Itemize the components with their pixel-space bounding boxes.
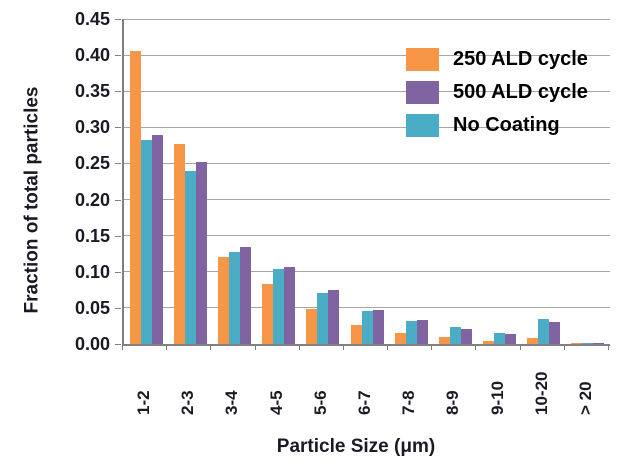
bar-500-ald-cycle-7-8 (416, 320, 428, 344)
bar-no-coating-20 (582, 343, 594, 344)
gridline (124, 235, 610, 237)
bar-500-ald-cycle-9-10 (505, 334, 517, 344)
bar-500-ald-cycle-2-3 (195, 162, 207, 344)
gridline (124, 162, 610, 164)
y-tick-label: 0.05 (74, 297, 110, 318)
bar-250-ald-cycle-2-3 (173, 144, 185, 344)
legend-swatch-icon (406, 81, 439, 104)
bar-250-ald-cycle-3-4 (217, 257, 229, 344)
gridline (124, 18, 610, 20)
bar-500-ald-cycle-10-20 (549, 322, 561, 344)
gridline (124, 307, 610, 309)
y-tick-mark (115, 271, 121, 273)
bar-500-ald-cycle-4-5 (284, 267, 296, 344)
x-tick-label: 6-7 (355, 390, 374, 415)
x-tick-label: 5-6 (310, 390, 330, 415)
bar-500-ald-cycle-1-2 (151, 135, 163, 344)
gridline (124, 199, 610, 201)
legend-label: 250 ALD cycle (453, 48, 588, 70)
y-tick-mark (115, 127, 121, 129)
x-tick-mark (519, 345, 521, 350)
y-tick-label: 0.20 (74, 189, 110, 210)
bar-250-ald-cycle-9-10 (483, 341, 495, 344)
x-tick-label: 1-2 (134, 390, 154, 415)
legend-swatch-icon (406, 48, 439, 71)
x-tick-label: 3-4 (222, 390, 242, 415)
bar-250-ald-cycle-5-6 (306, 309, 318, 344)
y-tick-label: 0.40 (74, 45, 110, 66)
x-tick-mark (254, 345, 256, 350)
bar-no-coating-5-6 (317, 293, 329, 344)
y-tick-label: 0.25 (74, 153, 110, 174)
x-axis-title: Particle Size (μm) (276, 436, 436, 457)
bar-250-ald-cycle-10-20 (527, 338, 539, 344)
bar-250-ald-cycle-6-7 (350, 325, 362, 344)
y-tick-mark (115, 199, 121, 201)
bar-no-coating-6-7 (361, 311, 373, 344)
x-tick-mark (298, 345, 300, 350)
y-axis-title: Fraction of total particles (21, 86, 43, 314)
x-tick-label: > 20 (575, 381, 595, 415)
y-tick-label: 0.45 (74, 9, 110, 29)
x-tick-mark (475, 345, 477, 350)
gridline (124, 271, 610, 273)
x-tick-mark (166, 345, 168, 350)
legend-label: No Coating (453, 114, 560, 136)
x-tick-label: 8-9 (443, 390, 463, 415)
bar-no-coating-7-8 (405, 321, 417, 344)
y-tick-mark (115, 235, 121, 237)
y-tick-label: 0.35 (74, 81, 110, 102)
y-tick-label: 0.00 (74, 334, 110, 354)
bar-500-ald-cycle-3-4 (239, 247, 251, 344)
x-tick-label: 2-3 (178, 390, 198, 415)
x-tick-label: 10-20 (531, 371, 551, 415)
x-tick-label: 4-5 (266, 390, 286, 415)
bar-500-ald-cycle-6-7 (372, 310, 384, 344)
x-tick-mark (608, 345, 609, 350)
gridline (124, 90, 610, 92)
y-tick-mark (115, 55, 121, 57)
y-tick-mark (115, 344, 121, 345)
legend-item-250-ald-cycle: 250 ALD cycle (406, 43, 588, 76)
bar-no-coating-10-20 (538, 319, 550, 344)
x-tick-mark (431, 345, 433, 350)
y-tick-label: 0.15 (74, 225, 110, 246)
bar-500-ald-cycle-20 (593, 343, 605, 344)
legend-item-no-coating: No Coating (406, 109, 588, 142)
bar-500-ald-cycle-8-9 (460, 329, 472, 344)
x-tick-mark (210, 345, 212, 350)
legend-label: 500 ALD cycle (453, 81, 588, 103)
bar-no-coating-1-2 (140, 140, 152, 344)
x-tick-mark (387, 345, 389, 350)
y-tick-mark (115, 163, 121, 165)
y-tick-mark (115, 19, 121, 20)
gridline (124, 126, 610, 128)
bar-250-ald-cycle-1-2 (129, 51, 141, 344)
bar-250-ald-cycle-4-5 (262, 284, 274, 344)
bar-250-ald-cycle-20 (571, 343, 583, 344)
y-tick-mark (115, 91, 121, 93)
x-tick-mark (342, 345, 344, 350)
x-tick-mark (563, 345, 565, 350)
y-tick-label: 0.10 (74, 261, 110, 282)
legend-item-500-ald-cycle: 500 ALD cycle (406, 76, 588, 109)
bar-no-coating-4-5 (273, 269, 285, 344)
legend-swatch-icon (406, 114, 439, 137)
bar-250-ald-cycle-7-8 (394, 333, 406, 344)
bar-500-ald-cycle-5-6 (328, 290, 340, 344)
bar-no-coating-9-10 (494, 333, 506, 344)
y-tick-mark (115, 307, 121, 309)
bar-no-coating-3-4 (228, 252, 240, 344)
y-tick-label: 0.30 (74, 117, 110, 138)
chart-legend: 250 ALD cycle 500 ALD cycle No Coating (406, 43, 588, 142)
bar-no-coating-2-3 (184, 171, 196, 344)
bar-no-coating-8-9 (449, 327, 461, 344)
x-tick-label: 7-8 (399, 390, 419, 415)
bar-250-ald-cycle-8-9 (438, 337, 450, 344)
x-tick-label: 9-10 (487, 380, 507, 415)
plot-area (122, 18, 610, 346)
x-tick-mark (122, 345, 123, 350)
gridline (124, 54, 610, 56)
